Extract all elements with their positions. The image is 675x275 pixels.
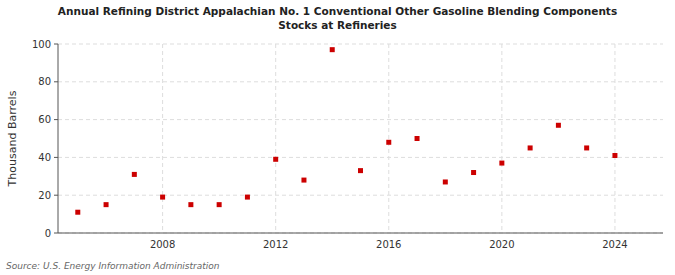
y-axis-line <box>58 44 59 233</box>
point <box>386 140 391 145</box>
x-axis-line <box>58 233 663 234</box>
title: Annual Refining District Appalachian No.… <box>58 5 617 31</box>
point <box>415 136 420 141</box>
y-grid-line <box>58 195 663 196</box>
point <box>301 178 306 183</box>
y-tick-label: 60 <box>38 114 51 125</box>
y-tick-label: 80 <box>38 76 51 87</box>
y-grid-line <box>58 44 663 45</box>
y-tick <box>54 119 58 120</box>
y-grid-line <box>58 119 663 120</box>
point <box>245 195 250 200</box>
points <box>75 47 617 215</box>
x-tick-label: 2016 <box>376 239 401 250</box>
title-line: Stocks at Refineries <box>278 19 396 31</box>
chart-container: Annual Refining District Appalachian No.… <box>0 0 675 275</box>
title-line: Annual Refining District Appalachian No.… <box>58 5 617 17</box>
x-grid-line <box>275 44 276 233</box>
point <box>443 179 448 184</box>
y-tick-label: 20 <box>38 190 51 201</box>
grid <box>58 44 663 233</box>
x-grid-line <box>388 44 389 233</box>
y-grid-line <box>58 233 663 234</box>
point <box>528 145 533 150</box>
y-grid-line <box>58 157 663 158</box>
point <box>132 172 137 177</box>
y-grid-line <box>58 81 663 82</box>
point <box>273 157 278 162</box>
x-tick-label: 2024 <box>602 239 627 250</box>
y-tick <box>54 81 58 82</box>
point <box>104 202 109 207</box>
x-tick-label: 2008 <box>150 239 175 250</box>
y-tick <box>54 195 58 196</box>
point <box>471 170 476 175</box>
y-tick <box>54 44 58 45</box>
y-tick <box>54 157 58 158</box>
point <box>584 145 589 150</box>
x-grid-line <box>162 44 163 233</box>
x-grid-line <box>614 44 615 233</box>
point <box>217 202 222 207</box>
x-tick-label: 2012 <box>263 239 288 250</box>
x-tick-label: 2020 <box>489 239 514 250</box>
y-tick <box>54 233 58 234</box>
y-axis-label: Thousand Barrels <box>6 90 19 187</box>
source-note: Source: U.S. Energy Information Administ… <box>6 261 220 271</box>
y-tick-label: 40 <box>38 152 51 163</box>
point <box>499 161 504 166</box>
point <box>160 195 165 200</box>
x-grid-line <box>501 44 502 233</box>
point <box>330 47 335 52</box>
y-tick-label: 100 <box>32 39 51 50</box>
y-tick-label: 0 <box>45 228 51 239</box>
point <box>612 153 617 158</box>
point <box>188 202 193 207</box>
point <box>75 210 80 215</box>
point <box>358 168 363 173</box>
point <box>556 123 561 128</box>
chart: Annual Refining District Appalachian No.… <box>0 0 675 275</box>
